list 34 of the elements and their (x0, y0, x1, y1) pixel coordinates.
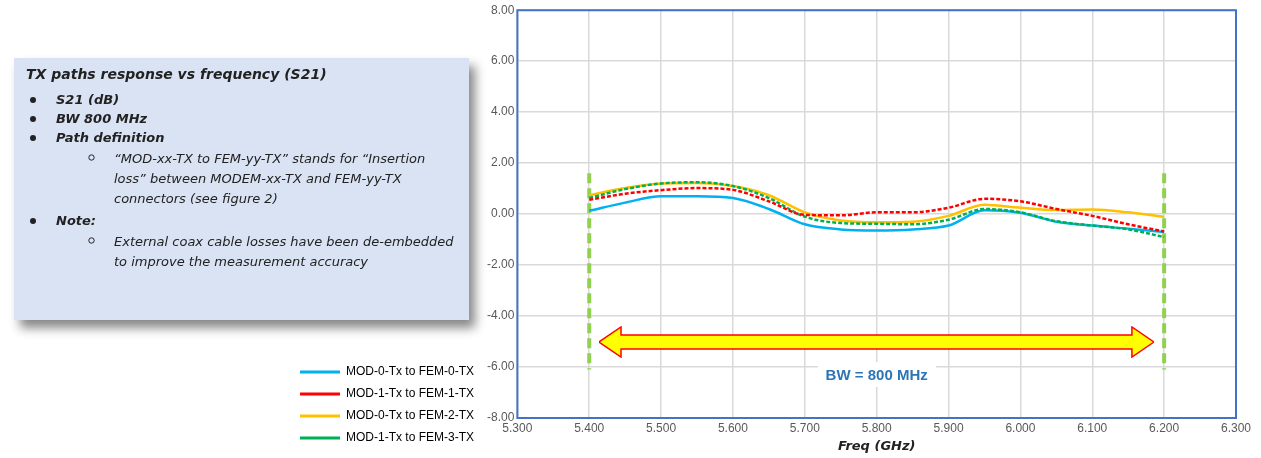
text: External coax cable losses have been de-embedded to improve the measurement accuracy (114, 234, 454, 269)
line-series (587, 180, 1166, 239)
text: BW 800 MHz (56, 111, 148, 126)
line-series (587, 186, 1166, 233)
x-tick-label: 5.300 (502, 420, 533, 435)
text: “MOD-xx-TX to FEM-yy-TX” stands for “Insertion loss” between MODEM-xx-TX and FEM-yy-TX connectors (see figure 2) (114, 151, 426, 206)
x-tick-label: 5.400 (574, 420, 605, 435)
x-tick-label: 5.700 (789, 420, 821, 435)
y-tick-label: 4.00 (490, 104, 515, 119)
x-tick-label: 6.100 (1077, 420, 1108, 435)
text: Path definition (56, 130, 165, 145)
y-tick-label: -2.00 (486, 257, 515, 272)
y-tick-label: 6.00 (490, 53, 515, 68)
x-tick-label: 5.500 (646, 420, 677, 435)
x-tick-label: 5.900 (933, 420, 964, 435)
y-tick-label: 2.00 (490, 155, 515, 170)
legend-label: MOD-1-Tx to FEM-1-TX (346, 386, 474, 401)
legend-label: MOD-1-Tx to FEM-3-TX (346, 430, 474, 445)
legend-label: MOD-0-Tx to FEM-2-TX (346, 408, 474, 423)
text: TX paths response vs frequency (S21) (26, 66, 328, 82)
annotation: BW = 800 MHz (817, 361, 936, 387)
x-tick-label: 6.200 (1149, 420, 1180, 435)
legend-label: MOD-0-Tx to FEM-0-TX (346, 364, 474, 379)
x-tick-label: 5.800 (861, 420, 893, 435)
y-tick-label: -6.00 (486, 359, 515, 374)
x-tick-label: 6.300 (1220, 420, 1252, 435)
y-tick-label: 0.00 (490, 206, 515, 221)
x-tick-label: 6.000 (1005, 420, 1036, 435)
y-tick-label: 8.00 (490, 2, 515, 17)
y-tick-label: -4.00 (486, 308, 515, 323)
x-tick-label: 5.600 (717, 420, 749, 435)
text: Note: (56, 213, 97, 228)
text: S21 (dB) (56, 92, 120, 107)
x-axis-title: Freq (GHz) (837, 437, 916, 453)
